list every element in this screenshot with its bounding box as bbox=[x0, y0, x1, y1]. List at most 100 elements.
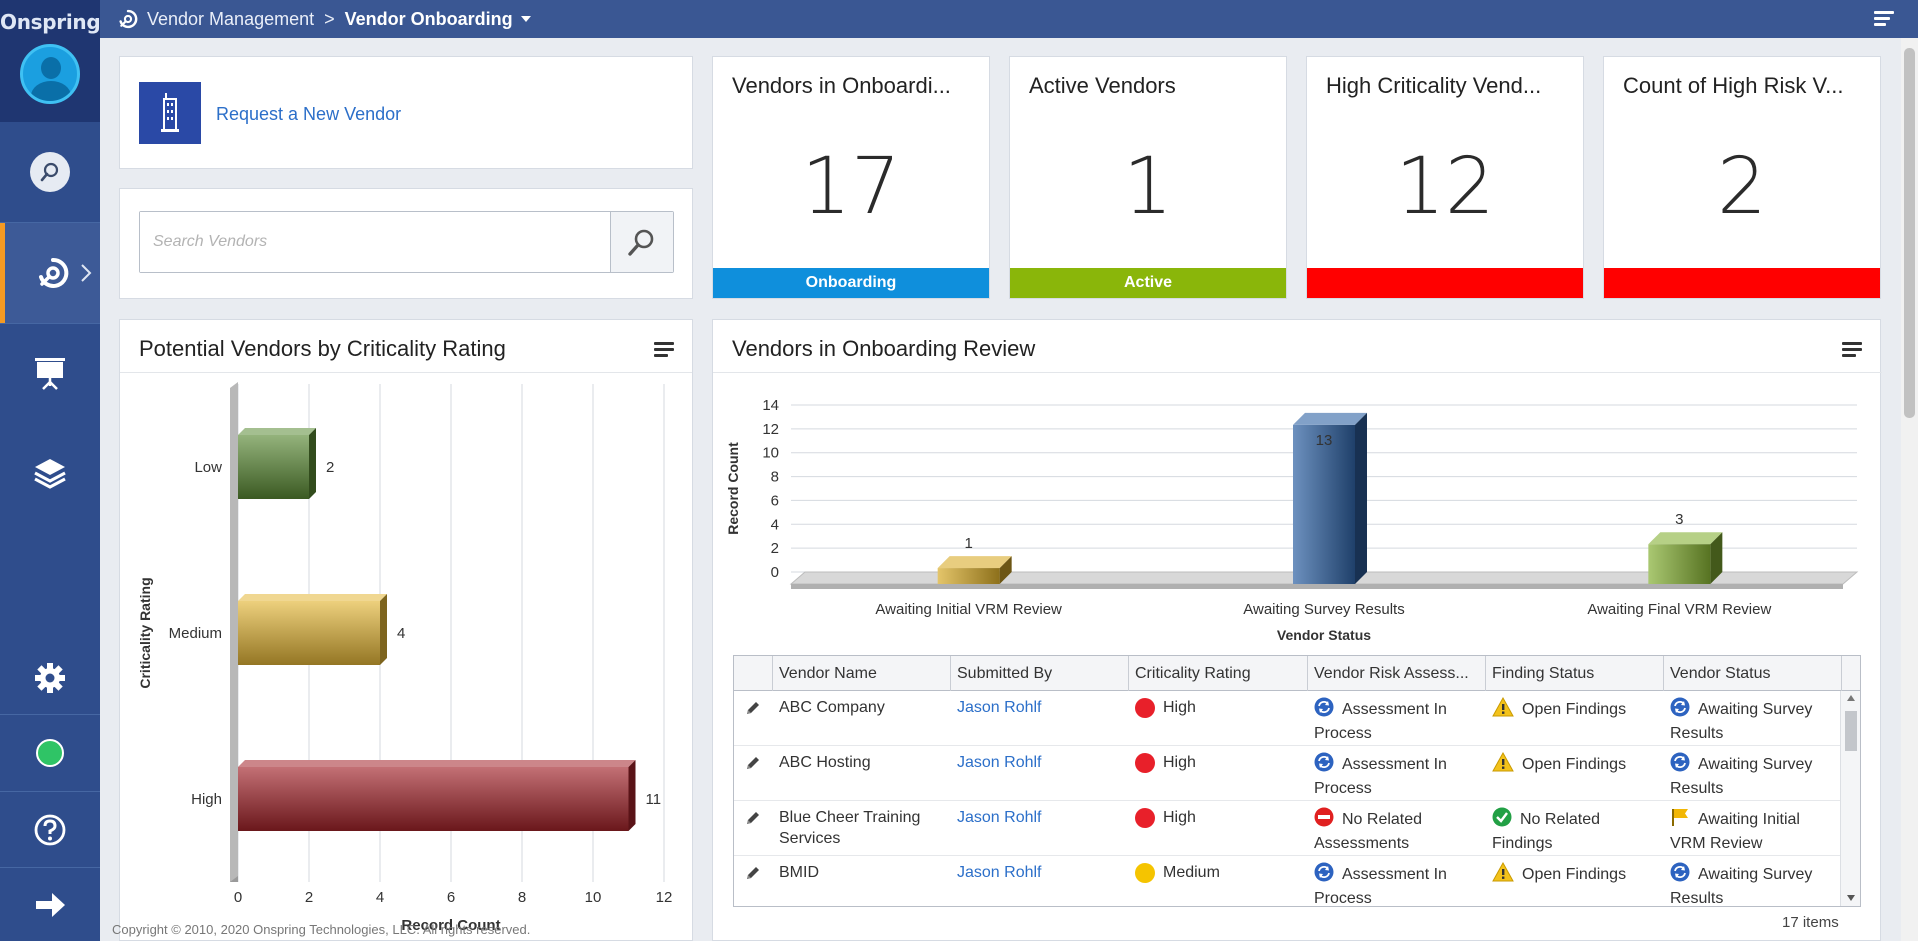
bar-top-face bbox=[238, 760, 636, 767]
cell-vendor-name[interactable]: BMID bbox=[779, 864, 819, 881]
data-label: 1 bbox=[964, 535, 972, 552]
x-tick-label: 10 bbox=[585, 889, 602, 906]
no-entry-icon bbox=[1314, 807, 1334, 833]
bar-top-face bbox=[1293, 412, 1367, 425]
top-bar: Vendor Management > Vendor Onboarding bbox=[100, 0, 1918, 38]
kpi-title: High Criticality Vend... bbox=[1326, 73, 1542, 98]
edit-icon[interactable] bbox=[744, 754, 762, 778]
y-axis-label: Record Count bbox=[725, 442, 741, 535]
caret-down-icon[interactable] bbox=[520, 15, 531, 23]
column-header-vendor-status[interactable]: Vendor Status bbox=[1664, 656, 1842, 691]
x-tick-label: 4 bbox=[376, 889, 384, 906]
y-tick-label: 14 bbox=[762, 397, 779, 414]
sidebar-item-help[interactable] bbox=[0, 792, 100, 868]
category-label: Awaiting Final VRM Review bbox=[1587, 601, 1771, 618]
cell-finding-status: Open Findings bbox=[1492, 696, 1662, 723]
panel-menu-icon[interactable] bbox=[654, 342, 674, 358]
cell-submitted-by[interactable]: Jason Rohlf bbox=[957, 864, 1042, 881]
request-new-vendor-link[interactable]: Request a New Vendor bbox=[216, 104, 402, 124]
refresh-icon bbox=[1670, 697, 1690, 723]
criticality-label: High bbox=[1163, 809, 1196, 826]
y-axis-label: Criticality Rating bbox=[137, 577, 153, 688]
column-header-submitted-by[interactable]: Submitted By bbox=[951, 656, 1129, 691]
chevron-right-icon bbox=[81, 264, 92, 282]
cell-submitted-by[interactable]: Jason Rohlf bbox=[957, 699, 1042, 716]
edit-icon[interactable] bbox=[744, 864, 762, 888]
finding-status-label: No Related Findings bbox=[1492, 811, 1601, 852]
table-scrollbar[interactable] bbox=[1840, 691, 1860, 906]
cell-submitted-by[interactable]: Jason Rohlf bbox=[957, 754, 1042, 771]
table-row[interactable]: ABC Hosting Jason Rohlf High Assessment In … bbox=[734, 746, 1840, 801]
sidebar-item-dashboard[interactable] bbox=[0, 223, 100, 323]
sidebar-item-status[interactable] bbox=[0, 715, 100, 791]
column-header-risk-assessment[interactable]: Vendor Risk Assess... bbox=[1308, 656, 1486, 691]
panel-title: Vendors in Onboarding Review bbox=[732, 336, 1036, 361]
building-icon[interactable] bbox=[139, 82, 201, 144]
check-icon bbox=[1492, 807, 1512, 833]
arrow-right-icon bbox=[36, 892, 65, 917]
bar-side-face bbox=[380, 594, 387, 665]
kpi-title: Count of High Risk V... bbox=[1623, 73, 1844, 98]
category-label: Awaiting Survey Results bbox=[1243, 601, 1404, 618]
kpi-card-active[interactable]: Active Vendors 1 Active bbox=[1009, 56, 1287, 299]
data-label: 13 bbox=[1316, 432, 1333, 449]
cell-vendor-name[interactable]: Blue Cheer Training Services bbox=[779, 809, 921, 847]
page-scrollbar[interactable] bbox=[1901, 38, 1918, 941]
search-button[interactable] bbox=[610, 212, 673, 272]
column-header-vendor-name[interactable]: Vendor Name bbox=[773, 656, 951, 691]
panel-menu-icon[interactable] bbox=[1842, 342, 1862, 358]
y-tick-label: 2 bbox=[771, 540, 779, 557]
edit-icon[interactable] bbox=[744, 699, 762, 723]
table-row[interactable]: ABC Company Jason Rohlf High Assessment In … bbox=[734, 691, 1840, 746]
column-header-finding-status[interactable]: Finding Status bbox=[1486, 656, 1664, 691]
bar-status-2 bbox=[1648, 544, 1711, 584]
risk-assessment-label: Assessment In Process bbox=[1314, 701, 1447, 742]
sidebar-item-layers[interactable] bbox=[0, 423, 100, 523]
search-vendors-input[interactable] bbox=[140, 212, 610, 272]
avatar[interactable] bbox=[20, 44, 80, 104]
table-row[interactable]: Blue Cheer Training Services Jason Rohlf H… bbox=[734, 801, 1840, 856]
y-tick-label: 10 bbox=[762, 445, 779, 462]
breadcrumb-parent[interactable]: Vendor Management bbox=[147, 8, 315, 29]
vendor-status-label: Awaiting Survey Results bbox=[1670, 701, 1813, 742]
finding-status-label: Open Findings bbox=[1522, 866, 1627, 884]
criticality-label: High bbox=[1163, 754, 1196, 771]
menu-icon[interactable] bbox=[1874, 11, 1894, 27]
category-label: Low bbox=[194, 459, 222, 476]
breadcrumb-current[interactable]: Vendor Onboarding bbox=[344, 8, 513, 29]
bar-high bbox=[238, 767, 629, 831]
refresh-icon bbox=[1314, 752, 1334, 778]
vendor-status-label: Awaiting Survey Results bbox=[1670, 756, 1813, 797]
kpi-card-onboarding[interactable]: Vendors in Onboardi... 17 Onboarding bbox=[712, 56, 990, 299]
y-tick-label: 8 bbox=[771, 469, 779, 486]
vendors-table: Vendor Name Submitted By Criticality Rat… bbox=[733, 655, 1861, 907]
category-label: High bbox=[191, 791, 222, 808]
refresh-icon bbox=[1670, 752, 1690, 778]
column-header-criticality[interactable]: Criticality Rating bbox=[1129, 656, 1308, 691]
edit-icon[interactable] bbox=[744, 809, 762, 833]
x-tick-label: 2 bbox=[305, 889, 313, 906]
page-scrollbar-thumb[interactable] bbox=[1904, 48, 1915, 418]
sidebar-item-settings[interactable] bbox=[0, 628, 100, 728]
cell-vendor-name[interactable]: ABC Company bbox=[779, 699, 885, 716]
criticality-dot-icon bbox=[1135, 752, 1155, 773]
help-icon bbox=[34, 814, 66, 846]
sidebar-item-presentation[interactable] bbox=[0, 323, 100, 423]
kpi-card-high-criticality[interactable]: High Criticality Vend... 12 bbox=[1306, 56, 1584, 299]
cell-risk-assessment: No Related Assessments bbox=[1314, 807, 1484, 854]
bar-side-face bbox=[1355, 412, 1367, 584]
sidebar-item-logout[interactable] bbox=[0, 868, 100, 941]
criticality-dot-icon bbox=[1135, 697, 1155, 718]
layers-icon bbox=[34, 459, 66, 489]
cell-criticality: High bbox=[1135, 697, 1305, 718]
kpi-card-high-risk[interactable]: Count of High Risk V... 2 bbox=[1603, 56, 1881, 299]
edit-column-header bbox=[734, 656, 773, 691]
cell-vendor-name[interactable]: ABC Hosting bbox=[779, 754, 871, 771]
x-tick-label: 0 bbox=[234, 889, 242, 906]
y-tick-label: 0 bbox=[771, 564, 779, 581]
x-axis-label: Vendor Status bbox=[1277, 627, 1371, 643]
table-row[interactable]: BMID Jason Rohlf Medium Assessment In Proce… bbox=[734, 856, 1840, 906]
sidebar-item-search[interactable] bbox=[0, 122, 100, 222]
brand-logo[interactable]: Onspring bbox=[0, 10, 101, 34]
cell-submitted-by[interactable]: Jason Rohlf bbox=[957, 809, 1042, 826]
